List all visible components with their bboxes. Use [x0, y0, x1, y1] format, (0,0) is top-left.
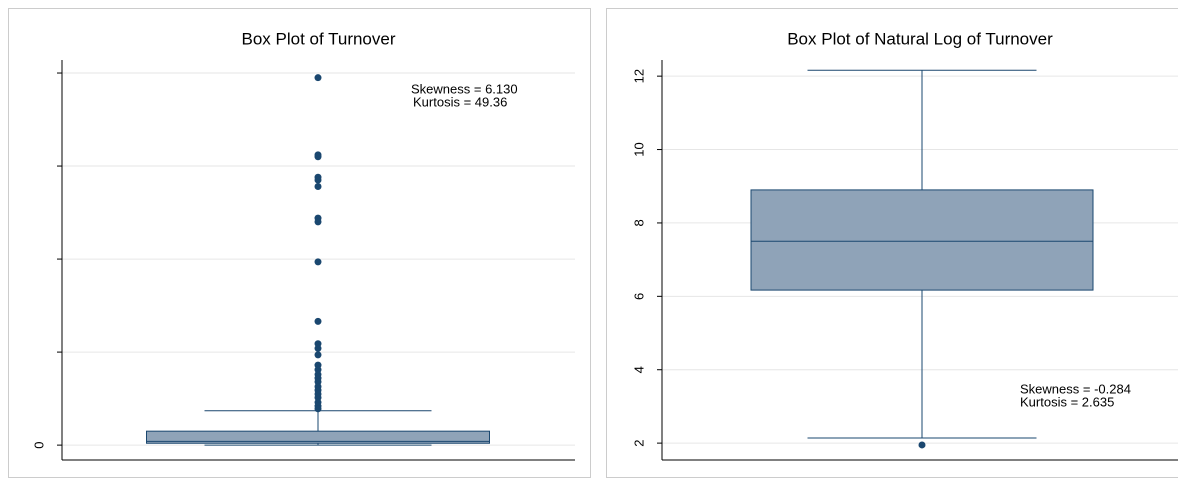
y-tick-label: 12: [631, 69, 646, 83]
outlier: [314, 317, 322, 325]
outlier: [314, 258, 322, 266]
outlier: [314, 218, 322, 226]
outlier: [314, 344, 322, 352]
y-tick-label: 0: [31, 441, 46, 448]
chart-title: Box Plot of Turnover: [241, 29, 395, 48]
outlier: [918, 441, 926, 449]
y-tick-label: 4: [631, 366, 646, 373]
annotation: Kurtosis = 2.635: [1020, 394, 1114, 409]
annotation: Skewness = -0.284: [1020, 381, 1131, 396]
outlier: [314, 405, 322, 413]
y-tick-label: 8: [631, 219, 646, 226]
annotation: Kurtosis = 49.36: [413, 94, 507, 109]
panel: [8, 8, 591, 478]
outlier: [314, 183, 322, 191]
y-tick-label: 10: [631, 142, 646, 156]
outlier: [314, 176, 322, 184]
outlier: [314, 351, 322, 359]
outlier: [314, 74, 322, 82]
y-tick-label: 2: [631, 440, 646, 447]
chart-title: Box Plot of Natural Log of Turnover: [787, 29, 1053, 48]
box: [146, 430, 490, 444]
y-tick-label: 6: [631, 293, 646, 300]
box: [750, 189, 1094, 291]
outlier: [314, 153, 322, 161]
annotation: Skewness = 6.130: [411, 81, 518, 96]
